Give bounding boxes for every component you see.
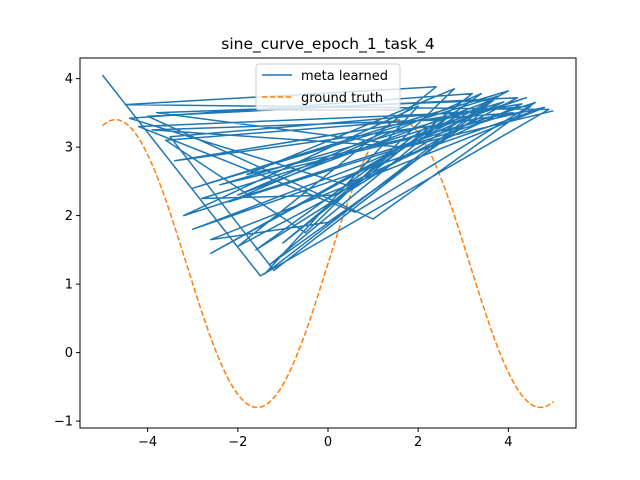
x-tick-label: −2	[228, 435, 247, 450]
legend: meta learned ground truth	[255, 63, 401, 111]
plot-area: −4 −2 0 2 4 −1 0 1 2 3 4	[54, 57, 577, 450]
y-tick-label: 1	[65, 278, 73, 293]
x-tick-label: 2	[414, 435, 422, 450]
y-tick-label: 4	[65, 72, 73, 87]
y-tick-label: 3	[65, 141, 73, 156]
y-tick-label: −1	[54, 415, 73, 430]
series-line-meta-learned	[101, 74, 554, 277]
axes-frame	[79, 57, 577, 429]
x-tick-label: 4	[504, 435, 512, 450]
series-layer	[101, 74, 554, 409]
axis-ticks: −4 −2 0 2 4 −1 0 1 2 3 4	[54, 72, 513, 450]
x-tick-label: 0	[324, 435, 332, 450]
x-tick-label: −4	[138, 435, 157, 450]
legend-label-meta-learned: meta learned	[301, 69, 388, 84]
series-line-ground-truth	[102, 118, 554, 409]
legend-label-ground-truth: ground truth	[301, 91, 383, 106]
chart-title: sine_curve_epoch_1_task_4	[221, 35, 434, 54]
y-tick-label: 2	[65, 209, 73, 224]
y-tick-label: 0	[65, 346, 73, 361]
